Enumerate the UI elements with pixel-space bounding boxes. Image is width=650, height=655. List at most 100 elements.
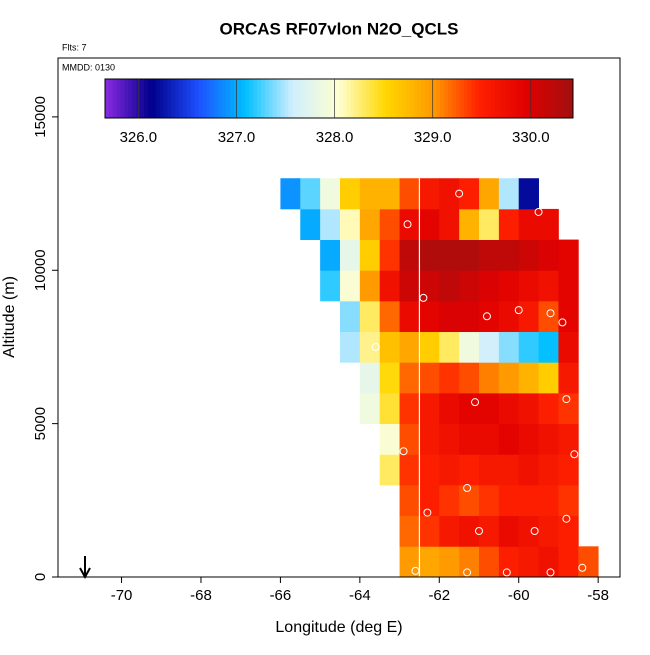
heat-cell — [379, 392, 400, 425]
heat-cell — [359, 362, 381, 394]
y-axis-label: Altitude (m) — [1, 276, 18, 358]
heat-cell — [320, 270, 341, 302]
heat-cell — [538, 515, 559, 547]
heat-cell — [379, 454, 400, 486]
colorbar-swatch — [245, 79, 250, 118]
colorbar-swatch — [440, 79, 445, 118]
colorbar-swatch — [506, 79, 512, 118]
sample-point — [363, 434, 372, 443]
sample-point — [463, 568, 472, 577]
y-tick-label: 15000 — [32, 96, 49, 138]
sample-point — [455, 189, 464, 198]
heat-cell — [498, 484, 520, 517]
heat-cell — [379, 362, 400, 394]
heat-cell — [498, 362, 520, 394]
colorbar-swatch — [210, 79, 215, 118]
heat-cell — [399, 331, 420, 363]
heat-cell — [518, 331, 539, 363]
colorbar-swatch — [557, 79, 562, 118]
heat-cell — [538, 362, 559, 394]
colorbar-swatch — [284, 79, 289, 118]
heat-cell — [558, 300, 579, 333]
heat-cell — [538, 239, 559, 271]
colorbar-swatch — [549, 79, 554, 118]
heat-cell — [479, 484, 500, 517]
heat-cell — [498, 178, 520, 210]
heat-cell — [439, 331, 460, 363]
colorbar-swatch — [444, 79, 449, 118]
colorbar-swatch — [233, 79, 239, 118]
colorbar-swatch — [155, 79, 161, 118]
colorbar-swatch — [354, 79, 359, 118]
heat-cell — [518, 239, 539, 271]
colorbar-swatch — [366, 79, 371, 118]
heat-cell — [479, 454, 500, 486]
colorbar-swatch — [498, 79, 504, 118]
heat-cell — [538, 423, 559, 455]
heat-cell — [419, 392, 440, 425]
heat-cell — [379, 208, 400, 240]
heat-cell — [419, 178, 440, 210]
heat-cell — [518, 454, 539, 486]
heat-cell — [399, 484, 420, 517]
chart-title: ORCAS RF07vlon N2O_QCLS — [220, 19, 459, 38]
y-tick-label: 10000 — [32, 249, 49, 291]
heat-cell — [359, 392, 381, 425]
colorbar-swatch — [268, 79, 274, 118]
colorbar-frame — [104, 78, 574, 119]
heat-cell — [399, 454, 420, 486]
colorbar-swatch — [214, 79, 219, 118]
sample-point — [419, 293, 428, 302]
heat-cell — [439, 546, 460, 578]
heat-cell — [399, 546, 420, 578]
y-tick-label: 5000 — [32, 407, 49, 440]
heat-cell — [518, 392, 539, 425]
colorbar-swatch — [140, 79, 145, 118]
heat-cell — [439, 239, 460, 271]
colorbar-swatch — [225, 79, 231, 118]
colorbar-swatch — [514, 79, 519, 118]
heat-cell — [578, 546, 599, 578]
colorbar-swatch — [495, 79, 500, 118]
sample-point — [578, 563, 587, 572]
colorbar-swatch — [112, 79, 118, 118]
x-tick-label: -60 — [508, 587, 530, 604]
heat-cell — [518, 300, 539, 333]
colorbar-swatch — [339, 79, 344, 118]
heat-cell — [498, 423, 520, 455]
colorbar-swatch — [335, 79, 340, 118]
heat-cell — [359, 239, 381, 271]
colorbar-swatch — [323, 79, 328, 118]
colorbar-swatch — [479, 79, 484, 118]
colorbar-swatch — [397, 79, 402, 118]
colorbar-swatch — [124, 79, 129, 118]
heat-cell — [359, 331, 381, 363]
heat-cell — [419, 454, 440, 486]
colorbar-swatch — [241, 79, 246, 118]
heat-cell — [498, 515, 520, 547]
heat-cell — [379, 423, 400, 455]
heat-cell — [558, 362, 579, 394]
colorbar-tick-label: 330.0 — [512, 129, 550, 146]
colorbar-swatch — [526, 79, 531, 118]
colorbar-swatch — [183, 79, 188, 118]
colorbar-swatch — [264, 79, 270, 118]
heat-cell — [439, 392, 460, 425]
heat-cell — [518, 208, 539, 240]
x-tick-label: -64 — [349, 587, 371, 604]
heat-cell — [459, 270, 480, 302]
heat-cell — [439, 178, 460, 210]
heat-cell — [459, 484, 480, 517]
heat-cell — [359, 178, 381, 210]
colorbar-swatch — [346, 79, 352, 118]
colorbar-swatch — [530, 79, 535, 118]
colorbar-swatch — [459, 79, 465, 118]
colorbar-swatch — [288, 79, 293, 118]
colorbar-swatch — [319, 79, 324, 118]
heat-cell — [399, 208, 420, 240]
colorbar-swatch — [463, 79, 469, 118]
colorbar-swatch — [389, 79, 395, 118]
colorbar-swatch — [541, 79, 547, 118]
colorbar-swatch — [452, 79, 457, 118]
colorbar-swatch — [151, 79, 157, 118]
